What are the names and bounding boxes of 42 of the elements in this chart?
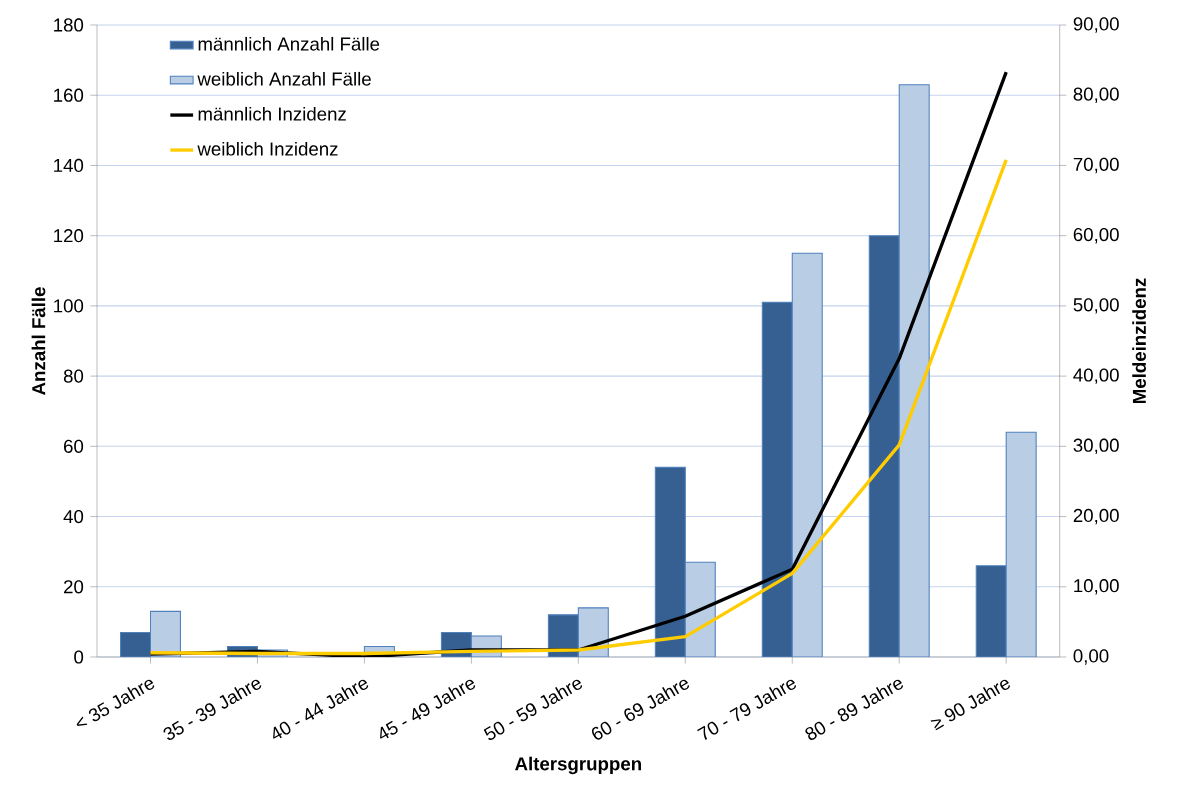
x-tick-label: 40 - 44 Jahre <box>273 679 369 739</box>
legend-label: männlich Inzidenz <box>198 106 346 121</box>
y2-tick-label: 60,00 <box>1073 227 1119 244</box>
y-tick-label: 80 <box>63 369 84 383</box>
y2-tick-label: 40,00 <box>1073 368 1119 384</box>
y2-tick-label: 30,00 <box>1073 438 1119 455</box>
y-tick-label: 20 <box>64 580 84 594</box>
x-tick-label: 45 - 49 Jahre <box>380 679 476 739</box>
y2-tick-label: 10,00 <box>1074 579 1119 595</box>
bar <box>868 235 900 657</box>
x-tick-label: 50 - 59 Jahre <box>483 679 583 740</box>
y-tick-label: 0 <box>74 650 84 664</box>
x-tick-label: 60 - 69 Jahre <box>591 679 690 740</box>
x-tick-label: 35 - 39 Jahre <box>163 679 262 740</box>
y-tick-label: 160 <box>54 88 84 102</box>
y-tick-label: 40 <box>63 509 84 524</box>
y-tick-label: 100 <box>54 299 84 313</box>
y-tick-label: 180 <box>54 18 84 32</box>
y2-tick-label: 70,00 <box>1073 157 1119 174</box>
bar <box>654 466 686 657</box>
line-series <box>148 158 1008 656</box>
x-axis-title: Altersgruppen <box>515 756 641 775</box>
x-tick-label: 70 - 79 Jahre <box>697 679 796 740</box>
x-tick-label: 80 - 89 Jahre <box>805 679 903 740</box>
bar <box>975 565 1007 657</box>
legend-label: weiblich Inzidenz <box>197 141 338 156</box>
y-tick-label: 140 <box>54 158 84 173</box>
legend-label: weiblich Anzahl Fälle <box>197 71 371 86</box>
y2-tick-label: 20,00 <box>1073 508 1119 525</box>
y-axis-title: Anzahl Fälle <box>31 287 46 395</box>
x-tick-label: < 35 Jahre <box>76 679 155 726</box>
y-tick-label: 60 <box>64 439 84 453</box>
y2-tick-label: 90,00 <box>1073 17 1119 33</box>
bar <box>761 301 793 657</box>
y2-tick-label: 0,00 <box>1073 649 1109 665</box>
y2-tick-label: 50,00 <box>1073 298 1119 314</box>
bar <box>120 631 152 657</box>
y2-axis-title: Meldeinzidenz <box>1132 278 1146 404</box>
x-tick-label: ≥ 90 Jahre <box>930 679 1010 731</box>
y2-tick-label: 80,00 <box>1073 87 1119 103</box>
legend-label: männlich Anzahl Fälle <box>198 36 380 51</box>
y-tick-label: 120 <box>54 229 84 243</box>
